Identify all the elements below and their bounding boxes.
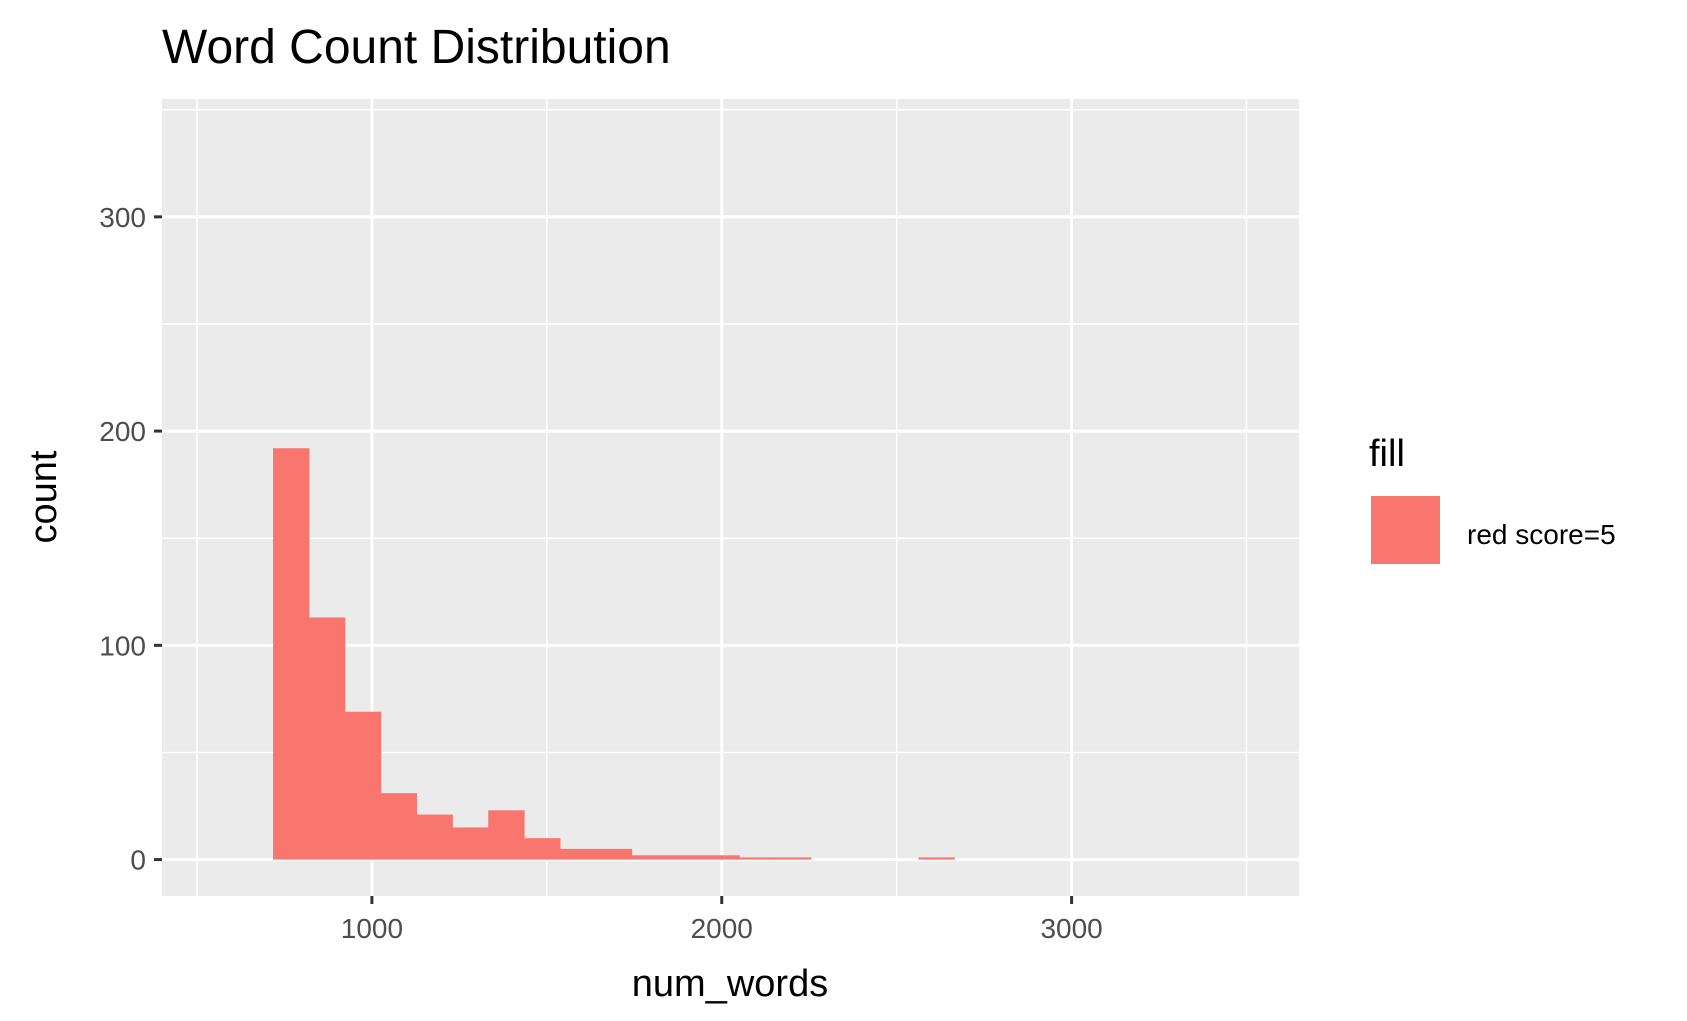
histogram-bar: [595, 848, 633, 860]
y-tick-label: 0: [130, 845, 146, 876]
histogram-bar: [488, 810, 525, 860]
histogram-bar: [703, 855, 740, 860]
x-axis-title: num_words: [632, 963, 828, 1005]
histogram-bar: [559, 848, 597, 860]
y-tick-label: 300: [99, 202, 146, 233]
chart-title: Word Count Distribution: [162, 21, 671, 74]
histogram-bar: [918, 857, 955, 860]
histogram-bar: [380, 793, 418, 860]
histogram-bar: [452, 827, 489, 860]
histogram-bar: [344, 711, 382, 860]
y-axis: 0 100 200 300: [99, 202, 162, 876]
minor-gridlines: [162, 99, 1299, 896]
histogram-bar: [416, 814, 453, 860]
y-tick-label: 200: [99, 416, 146, 447]
histogram-bar: [775, 857, 812, 860]
legend-key-red-score-5: [1371, 496, 1440, 564]
histogram-bar: [739, 857, 776, 860]
histogram-bar: [308, 617, 346, 860]
x-axis: 1000 2000 3000: [341, 896, 1103, 944]
histogram-bar: [273, 448, 310, 860]
histogram-bar: [631, 855, 669, 860]
legend: fill red score=5: [1369, 433, 1616, 564]
legend-label-red-score-5: red score=5: [1467, 519, 1616, 550]
x-tick-label: 3000: [1040, 913, 1102, 944]
histogram-bar: [667, 855, 704, 860]
legend-title: fill: [1369, 433, 1405, 475]
x-tick-label: 1000: [341, 913, 403, 944]
x-tick-label: 2000: [691, 913, 753, 944]
major-gridlines: [162, 99, 1299, 896]
histogram-bar: [524, 838, 561, 860]
histogram-bars: [273, 448, 955, 860]
y-axis-title: count: [23, 450, 65, 543]
y-tick-label: 100: [99, 630, 146, 661]
